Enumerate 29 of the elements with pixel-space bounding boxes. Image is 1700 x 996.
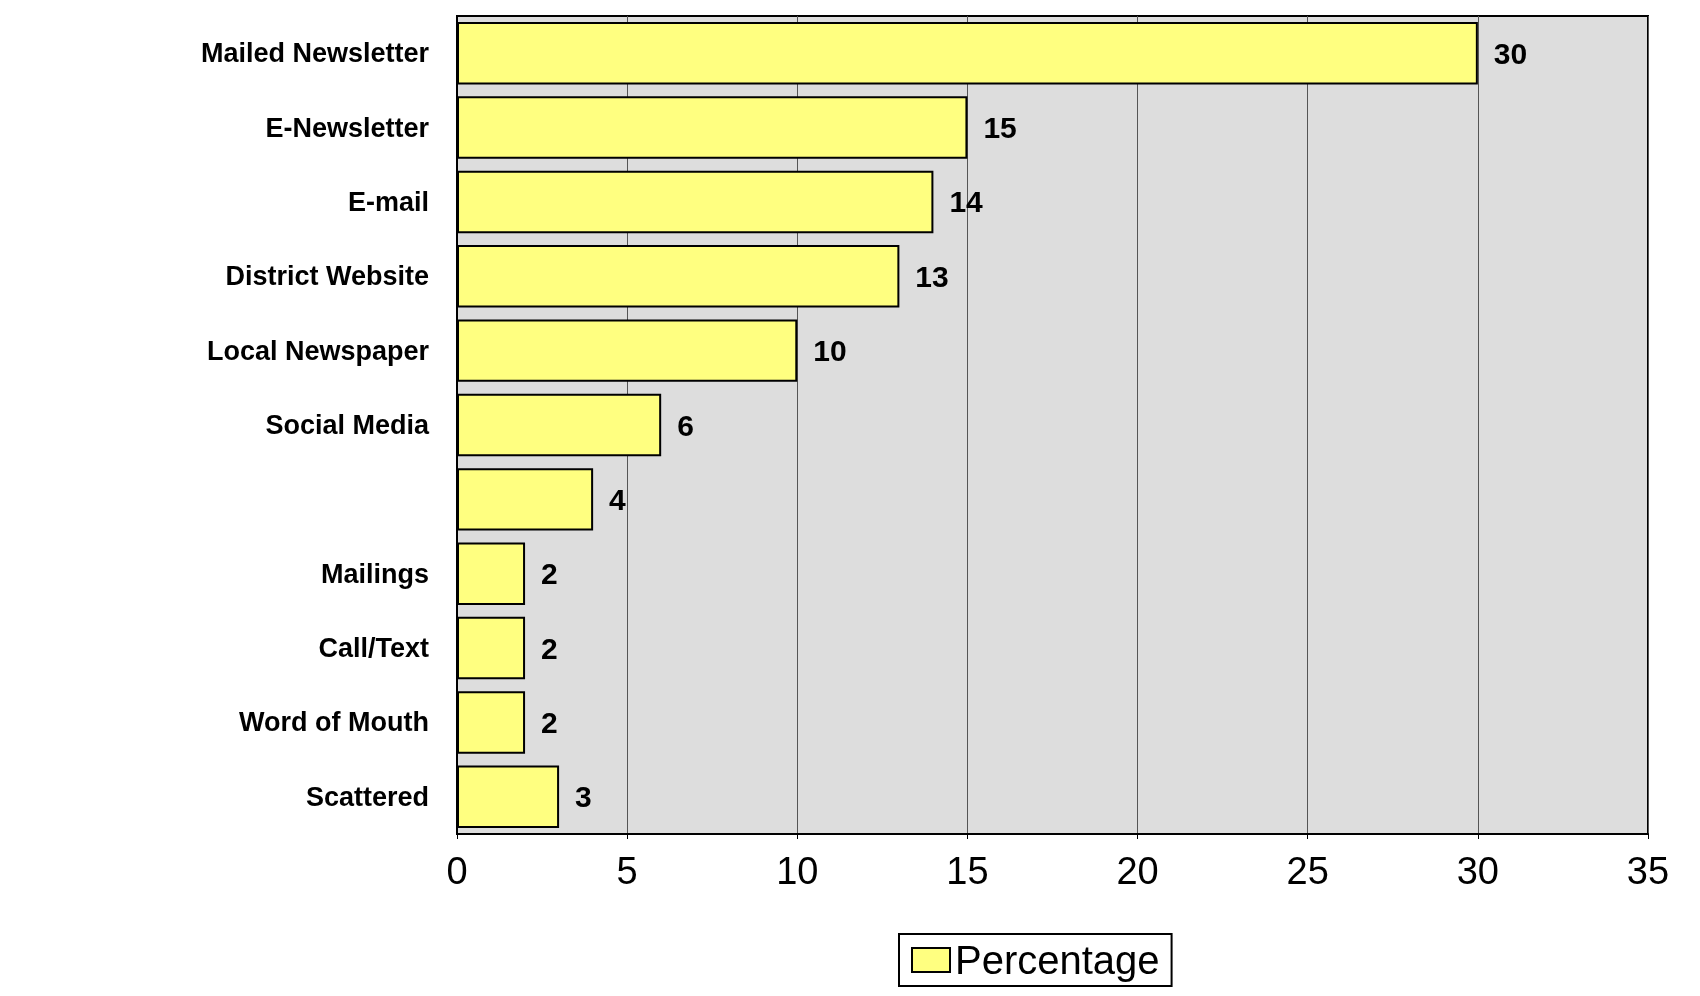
data-label: 2 xyxy=(541,631,558,665)
y-tick-label: E-mail xyxy=(347,186,429,217)
data-label: 2 xyxy=(541,557,558,591)
data-label: 2 xyxy=(541,705,558,739)
y-tick-label: Mailings xyxy=(320,558,429,589)
data-label: 15 xyxy=(983,111,1017,145)
y-tick-label: Mailed Newsletter xyxy=(200,38,430,69)
y-tick-label: Call/Text xyxy=(318,633,430,664)
legend-label: Percentage xyxy=(955,938,1160,982)
data-label: 3 xyxy=(575,780,592,814)
data-label: 13 xyxy=(915,259,949,293)
y-tick-label: E-Newsletter xyxy=(265,112,430,143)
y-tick-label: Local Newspaper xyxy=(206,335,430,366)
x-tick-label: 30 xyxy=(1456,850,1499,892)
x-tick-label: 10 xyxy=(776,850,819,892)
data-label: 10 xyxy=(813,334,847,368)
x-tick-label: 20 xyxy=(1116,850,1159,892)
data-label: 30 xyxy=(1493,36,1528,70)
x-tick-label: 25 xyxy=(1286,850,1329,892)
x-tick-label: 35 xyxy=(1626,850,1670,892)
x-tick-label: 15 xyxy=(946,850,989,892)
data-label: 4 xyxy=(609,482,627,516)
y-tick-label: District Website xyxy=(225,261,429,292)
x-tick-label: 5 xyxy=(616,850,638,892)
y-tick-label: Word of Mouth xyxy=(239,707,429,738)
data-label: 6 xyxy=(677,408,694,442)
x-tick-label: 0 xyxy=(446,850,468,892)
y-tick-label: Social Media xyxy=(265,410,430,440)
y-tick-label: Scattered xyxy=(305,781,429,812)
